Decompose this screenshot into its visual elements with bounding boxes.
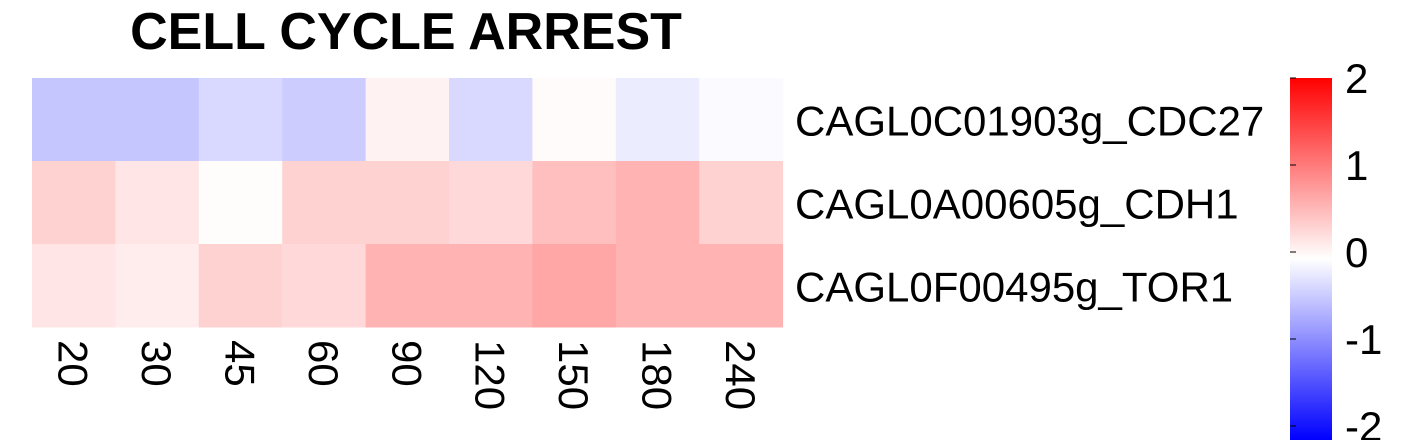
row-label: CAGL0A00605g_CDH1 [795,181,1239,228]
heatmap-cell [365,161,450,245]
heatmap-cell [282,161,367,245]
heatmap-cell [699,78,784,162]
row-label: CAGL0F00495g_TOR1 [795,264,1233,311]
heatmap-cell [449,244,533,328]
heatmap-cell [532,244,617,328]
heatmap-cell [198,78,283,162]
column-label: 120 [467,340,514,410]
column-label: 45 [217,340,264,387]
row-label: CAGL0C01903g_CDC27 [795,98,1264,145]
heatmap-cell [32,78,116,162]
legend-tick-label: 0 [1345,229,1368,276]
heatmap-cell [449,78,533,162]
heatmap-cell [615,78,700,162]
legend-tick-label: -1 [1345,316,1382,363]
heatmap-cell [615,161,700,245]
heatmap-cell [615,244,700,328]
heatmap-cell [699,244,784,328]
heatmap-cell [282,244,367,328]
chart-title: CELL CYCLE ARREST [130,3,682,61]
column-label: 60 [300,340,347,387]
column-label: 240 [717,340,764,410]
heatmap-cell [198,244,283,328]
column-label: 150 [550,340,597,410]
column-label: 90 [383,340,430,387]
column-labels: 20 30 45 60 90 120 150 180 240 [50,340,764,410]
heatmap-cell [115,161,200,245]
legend-ticks: 2 1 0 -1 -2 [1290,55,1382,440]
legend-tick-label: 1 [1345,142,1368,189]
heatmap-cell [115,78,200,162]
heatmap-cell [282,78,367,162]
heatmap-cell [32,161,116,245]
heatmap-cell [115,244,200,328]
heatmap-cell [365,78,450,162]
heatmap-cell [365,244,450,328]
column-label: 180 [634,340,681,410]
column-label: 30 [133,340,180,387]
heatmap-cell [32,244,116,328]
column-label: 20 [50,340,97,387]
color-legend: 2 1 0 -1 -2 [1290,55,1382,440]
row-labels: CAGL0C01903g_CDC27 CAGL0A00605g_CDH1 CAGL0… [795,98,1264,311]
heatmap-cell [532,78,617,162]
legend-tick-label: -2 [1345,403,1382,440]
heatmap-cell [532,161,617,245]
heatmap-cell [699,161,784,245]
heatmap-cells [32,78,784,328]
legend-tick-label: 2 [1345,55,1368,102]
legend-color-bar [1290,78,1332,440]
heatmap-cell [449,161,533,245]
heatmap-cell [198,161,283,245]
